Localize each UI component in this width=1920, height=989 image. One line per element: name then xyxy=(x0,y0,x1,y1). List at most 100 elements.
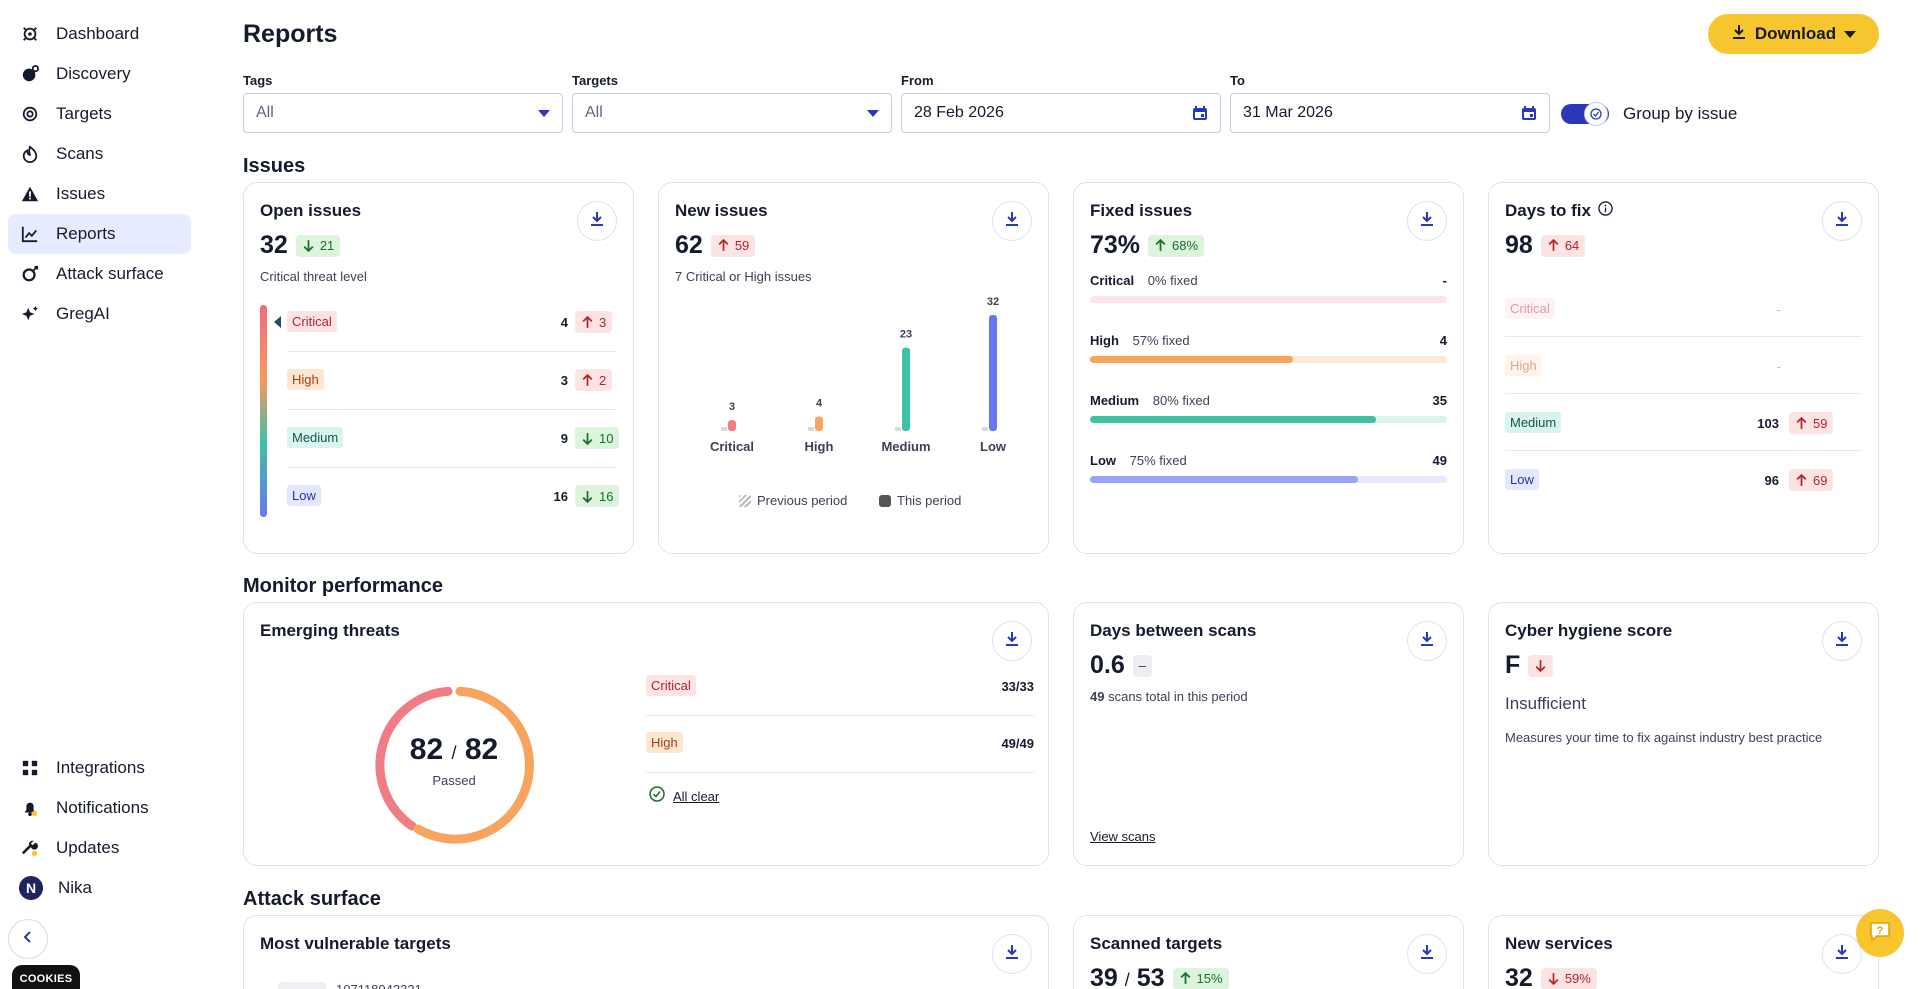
download-icon xyxy=(1731,24,1747,45)
download-icon xyxy=(1004,944,1020,964)
list-item: High xyxy=(287,369,324,390)
card-download-button[interactable] xyxy=(1407,201,1447,241)
sidebar-item-integrations[interactable]: Integrations xyxy=(8,748,191,788)
list-item: Critical xyxy=(287,311,337,332)
new-issues-count: 62 xyxy=(675,231,703,259)
legend-this: This period xyxy=(879,493,961,508)
total-count: 82 xyxy=(464,733,499,766)
passed-donut-chart xyxy=(375,686,534,844)
targets-select[interactable]: All xyxy=(572,93,892,133)
sidebar-item-updates[interactable]: Updates xyxy=(8,828,191,868)
bar-value-label: 23 xyxy=(900,329,912,341)
new-services-delta: 59% xyxy=(1540,967,1597,989)
sidebar-item-issues[interactable]: Issues xyxy=(8,174,191,214)
scanned-targets-card: Scanned targets 39 / 53 15% xyxy=(1073,915,1464,989)
target-name[interactable]: 107118042321 xyxy=(336,982,422,989)
calendar-icon[interactable] xyxy=(1192,105,1208,121)
issues-section-title: Issues xyxy=(243,155,306,177)
sidebar-item-reports[interactable]: Reports xyxy=(8,214,191,254)
row-count: - xyxy=(1776,359,1781,374)
arrow-up-icon xyxy=(582,373,593,386)
tags-filter: Tags All xyxy=(243,73,563,133)
card-download-button[interactable] xyxy=(1822,201,1862,241)
new-issues-value-row: 62 59 xyxy=(675,231,756,260)
integrations-icon xyxy=(19,757,41,779)
to-date-input[interactable]: 31 Mar 2026 xyxy=(1230,93,1550,133)
list-item: Low xyxy=(1505,469,1539,490)
chevron-down-icon xyxy=(1844,30,1857,38)
sidebar-item-gregai[interactable]: GregAI xyxy=(8,294,191,334)
calendar-icon[interactable] xyxy=(1521,105,1537,121)
row-delta: 69 xyxy=(1789,469,1834,491)
scans-icon xyxy=(19,143,41,165)
severity-badge: Critical xyxy=(646,675,696,696)
all-clear-link[interactable]: All clear xyxy=(649,786,719,806)
bar-previous-low xyxy=(982,427,988,431)
row-count: - xyxy=(1776,302,1781,317)
download-button[interactable]: Download xyxy=(1708,14,1879,54)
arrow-up-icon xyxy=(1155,239,1166,251)
sidebar-item-scans[interactable]: Scans xyxy=(8,134,191,174)
severity-badge: Low xyxy=(287,485,321,506)
view-scans-link[interactable]: View scans xyxy=(1090,829,1156,844)
sidebar-item-label: Updates xyxy=(56,838,120,857)
sidebar-item-dashboard[interactable]: Dashboard xyxy=(8,14,191,54)
sidebar-item-label: GregAI xyxy=(56,304,110,323)
new-issues-delta: 59 xyxy=(710,234,756,257)
card-download-button[interactable] xyxy=(1407,621,1447,661)
card-download-button[interactable] xyxy=(1407,934,1447,974)
open-issues-delta: 21 xyxy=(295,234,341,257)
divider xyxy=(646,715,1034,716)
sidebar-item-profile[interactable]: N Nika xyxy=(8,868,191,908)
group-by-issue-toggle[interactable] xyxy=(1561,102,1609,126)
bar-value-label: 4 xyxy=(816,398,823,410)
divider xyxy=(1505,393,1862,394)
bar-previous-high xyxy=(808,427,814,431)
card-download-button[interactable] xyxy=(577,201,617,241)
card-download-button[interactable] xyxy=(992,201,1032,241)
fixed-progress-fill xyxy=(1090,416,1376,423)
open-issues-value-row: 32 21 xyxy=(260,231,341,260)
collapse-sidebar-button[interactable] xyxy=(8,919,48,959)
card-download-button[interactable] xyxy=(992,934,1032,974)
sidebar-item-label: Issues xyxy=(56,184,106,203)
sidebar-item-targets[interactable]: Targets xyxy=(8,94,191,134)
arrow-up-icon xyxy=(582,315,593,328)
hygiene-status: Insufficient xyxy=(1505,694,1586,713)
card-title: Scanned targets xyxy=(1090,934,1223,953)
arrow-up-icon xyxy=(1548,239,1559,251)
new-issues-card: New issues 62 59 7 Critical or High issu… xyxy=(658,182,1049,554)
targets-label: Targets xyxy=(572,73,618,88)
card-download-button[interactable] xyxy=(992,621,1032,661)
wrench-icon xyxy=(19,837,41,859)
slash: / xyxy=(451,743,457,763)
card-title: Cyber hygiene score xyxy=(1505,621,1673,640)
download-icon xyxy=(1419,944,1435,964)
card-download-button[interactable] xyxy=(1822,621,1862,661)
from-date-input[interactable]: 28 Feb 2026 xyxy=(901,93,1221,133)
cookies-button[interactable]: COOKIES xyxy=(12,965,80,989)
bar-previous-medium xyxy=(895,427,901,431)
divider xyxy=(287,351,617,352)
sidebar-item-attack-surface[interactable]: Attack surface xyxy=(8,254,191,294)
card-title: New issues xyxy=(675,201,768,220)
new-services-value-row: 32 59% xyxy=(1505,964,1597,989)
list-item: Medium xyxy=(287,427,344,448)
tags-select[interactable]: All xyxy=(243,93,563,133)
legend-previous: Previous period xyxy=(739,493,847,508)
row-delta: 2 xyxy=(575,369,613,391)
download-icon xyxy=(589,211,605,231)
category-label: Low xyxy=(980,439,1007,454)
info-icon[interactable] xyxy=(1598,201,1613,221)
new-issues-subtitle: 7 Critical or High issues xyxy=(675,269,812,284)
tags-label: Tags xyxy=(243,73,273,88)
threat-level-indicator xyxy=(274,316,281,328)
sidebar-item-discovery[interactable]: Discovery xyxy=(8,54,191,94)
days-to-fix-count: 98 xyxy=(1505,231,1533,259)
help-chat-button[interactable]: ? xyxy=(1856,909,1904,957)
card-download-button[interactable] xyxy=(1822,934,1862,974)
severity-badge: Critical xyxy=(1505,298,1555,319)
sidebar-item-notifications[interactable]: Notifications xyxy=(8,788,191,828)
sidebar-item-label: Reports xyxy=(56,224,116,243)
bar-high xyxy=(815,416,823,431)
